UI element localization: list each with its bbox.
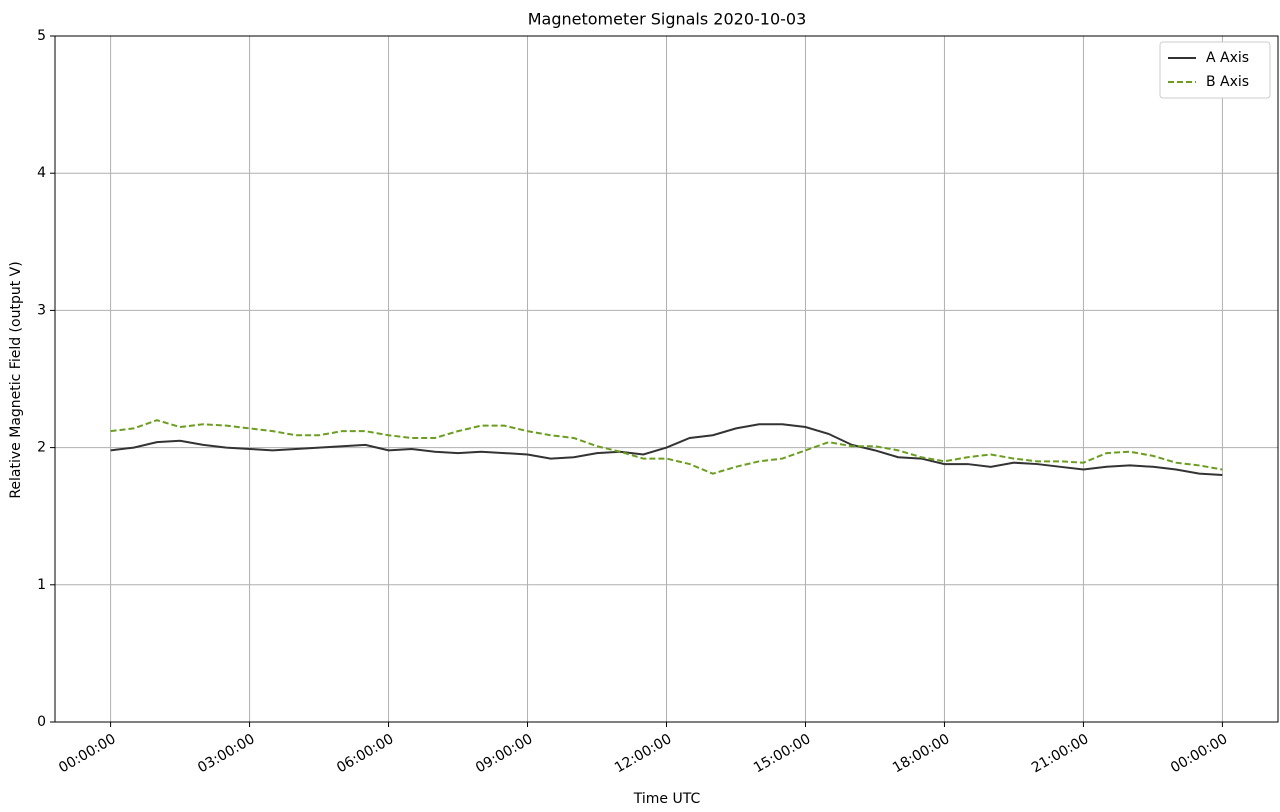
y-tick-label: 5	[37, 28, 46, 44]
x-tick-label: 03:00:00	[195, 731, 257, 776]
x-tick-label: 00:00:00	[56, 731, 118, 776]
x-tick-label: 09:00:00	[473, 731, 535, 776]
y-tick-label: 4	[37, 165, 46, 181]
chart-title: Magnetometer Signals 2020-10-03	[528, 10, 807, 29]
y-tick-label: 3	[37, 302, 46, 318]
y-axis-label: Relative Magnetic Field (output V)	[8, 261, 24, 498]
x-tick-label: 12:00:00	[612, 731, 674, 776]
x-tick-label: 15:00:00	[751, 731, 813, 776]
y-tick-label: 1	[37, 577, 46, 593]
x-tick-label: 21:00:00	[1029, 731, 1091, 776]
legend-label: B Axis	[1206, 74, 1249, 90]
x-axis-label: Time UTC	[633, 791, 701, 807]
data-line	[110, 419, 1223, 475]
y-tick-label: 0	[37, 714, 46, 730]
x-tick-label: 00:00:00	[1168, 731, 1230, 776]
x-tick-label: 18:00:00	[890, 731, 952, 776]
legend-label: A Axis	[1206, 50, 1249, 66]
plot-frame	[54, 35, 1279, 723]
data-line	[110, 423, 1223, 477]
legend-box	[1159, 41, 1271, 99]
x-tick-label: 06:00:00	[334, 731, 396, 776]
y-tick-label: 2	[37, 440, 46, 456]
